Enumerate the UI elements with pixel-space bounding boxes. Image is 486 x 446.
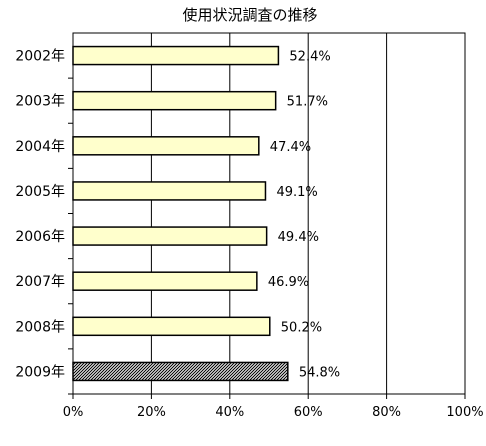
data-label: 51.7% — [287, 95, 328, 110]
category-label: 2003年 — [15, 94, 65, 110]
x-tick-label: 20% — [137, 405, 166, 420]
category-label: 2009年 — [15, 364, 65, 380]
chart-title: 使用状況調査の推移 — [182, 6, 317, 24]
category-label: 2005年 — [15, 184, 65, 200]
category-label: 2006年 — [15, 229, 65, 245]
data-label: 46.9% — [268, 275, 309, 290]
x-tick-label: 0% — [63, 405, 84, 420]
bar — [72, 45, 280, 66]
data-label: 52.4% — [289, 50, 330, 65]
x-tick-label: 100% — [446, 405, 483, 420]
category-label: 2007年 — [15, 274, 65, 290]
data-label: 49.4% — [278, 230, 319, 245]
bar — [72, 90, 277, 111]
plot-frame — [72, 32, 466, 395]
x-tick-label: 60% — [294, 405, 323, 420]
plot-area: 0% 20% 40% 60% 80% 100% 2002年 52.4% 2003年 51.7% 20… — [15, 32, 484, 420]
bar — [72, 271, 258, 291]
x-tick-label: 40% — [215, 405, 244, 420]
data-label: 47.4% — [270, 140, 311, 155]
category-label: 2008年 — [15, 319, 65, 335]
data-label: 49.1% — [276, 185, 317, 200]
bar — [72, 361, 289, 382]
bar — [72, 136, 260, 156]
bar — [72, 316, 271, 337]
data-label: 54.8% — [299, 365, 340, 380]
bar — [72, 181, 267, 201]
bar — [72, 226, 268, 246]
category-label: 2002年 — [15, 49, 65, 65]
category-label: 2004年 — [15, 139, 65, 155]
x-tick-label: 80% — [372, 405, 401, 420]
data-label: 50.2% — [281, 320, 322, 335]
